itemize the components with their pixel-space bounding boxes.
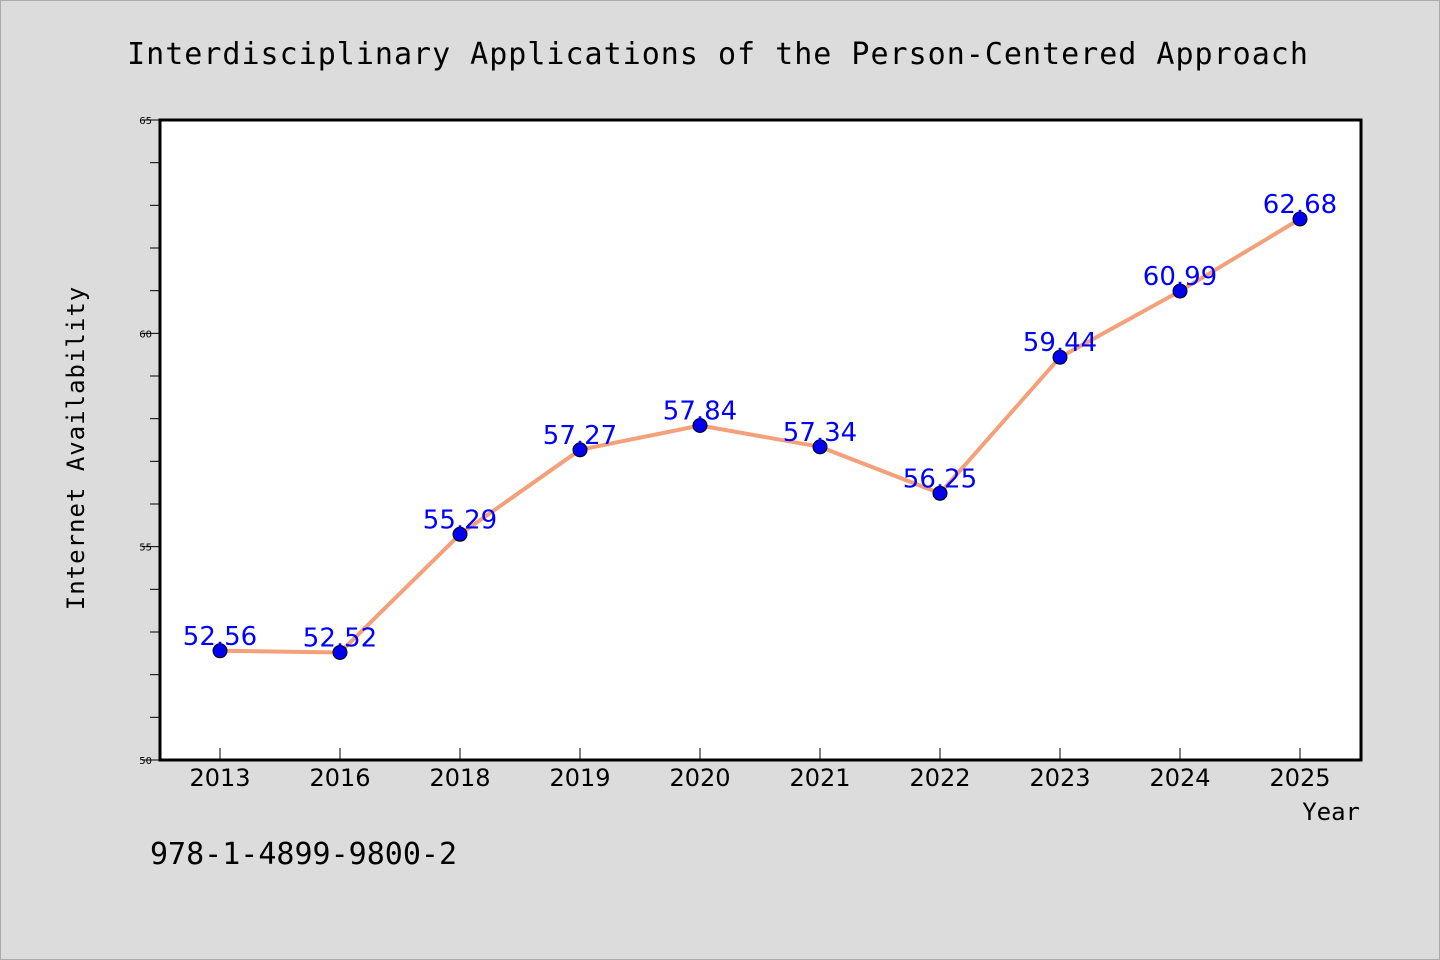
data-label: 52.56 [183,622,257,652]
x-tick-label: 2025 [1269,764,1330,792]
y-tick-label: 60 [139,329,152,340]
data-label: 59.44 [1023,328,1097,358]
x-tick-label: 2020 [669,764,730,792]
data-label: 57.34 [783,418,857,448]
data-point [692,417,708,433]
data-point [812,439,828,455]
data-point [932,485,948,501]
data-label: 56.25 [903,464,977,494]
data-label: 60.99 [1143,262,1217,292]
data-point [452,526,468,542]
x-tick-label: 2024 [1149,764,1210,792]
x-axis-label: Year [1302,798,1360,826]
x-tick-label: 2019 [549,764,610,792]
chart-title: Interdisciplinary Applications of the Pe… [127,37,1309,72]
y-tick-label: 50 [139,756,152,767]
data-labels: 52.56 52.52 55.29 57.27 57.84 57.34 56.25 59.44… [183,190,1337,653]
x-tick-label: 2018 [429,764,490,792]
footer-isbn: 978-1-4899-9800-2 [150,837,457,872]
data-label: 57.84 [663,396,737,426]
plot-area [158,118,1363,762]
data-point [572,442,588,458]
data-point [1292,211,1308,227]
data-label: 52.52 [303,623,377,653]
data-point [1172,283,1188,299]
y-tick-label: 65 [139,116,152,127]
x-tick-label: 2013 [189,764,250,792]
y-major-ticks: 50 55 60 65 [139,116,160,767]
data-point [332,644,348,660]
data-point [212,643,228,659]
x-tick-label: 2021 [789,764,850,792]
data-label: 55.29 [423,505,497,535]
x-ticks: 2013 2016 2018 2019 2020 2021 2022 2023 2024 2025 [189,748,1331,792]
series-markers [212,211,1308,660]
series-line [219,217,1302,655]
x-tick-label: 2023 [1029,764,1090,792]
y-minor-ticks [150,162,160,718]
y-axis-label: Internet Availability [62,286,90,610]
data-label: 57.27 [543,421,617,451]
data-label: 62.68 [1263,190,1337,220]
y-tick-label: 55 [139,543,152,554]
x-tick-label: 2022 [909,764,970,792]
x-tick-label: 2016 [309,764,370,792]
data-point [1052,349,1068,365]
